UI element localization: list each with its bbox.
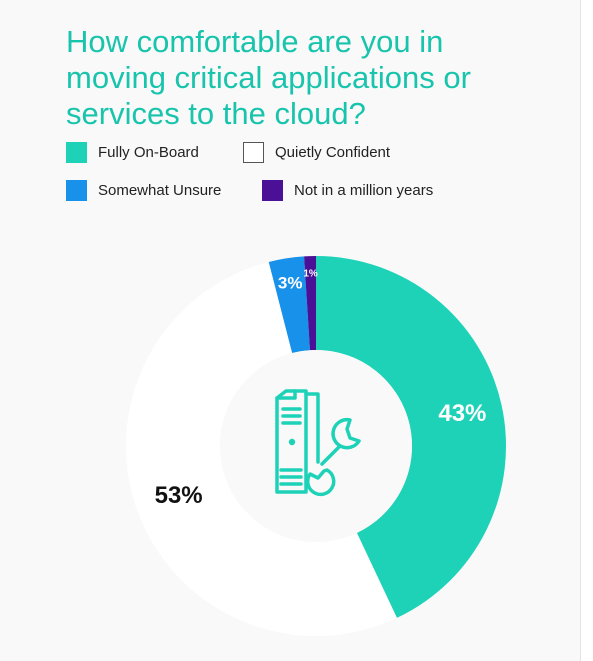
slice-label-fully-on-board: 43% xyxy=(438,400,486,427)
legend-swatch-not-in-a-million-years xyxy=(262,180,283,201)
legend-swatch-quietly-confident xyxy=(243,142,264,163)
chart-labels: 43% 53% 3% 1% xyxy=(155,269,487,509)
legend-label-somewhat-unsure: Somewhat Unsure xyxy=(98,182,222,199)
legend-swatch-somewhat-unsure xyxy=(66,180,87,201)
legend-label-quietly-confident: Quietly Confident xyxy=(275,144,391,161)
legend-item-somewhat-unsure: Somewhat Unsure xyxy=(66,180,221,201)
slice-not-in-a-million-years xyxy=(304,256,316,351)
legend-item-fully-on-board: Fully On-Board xyxy=(66,142,199,163)
slice-somewhat-unsure xyxy=(268,256,310,354)
legend-item-not-in-a-million-years: Not in a million years xyxy=(262,180,433,201)
slice-label-not-in-a-million-years: 1% xyxy=(303,269,318,280)
slice-label-somewhat-unsure: 3% xyxy=(278,274,303,293)
donut-hole xyxy=(220,350,412,542)
legend-swatch-fully-on-board xyxy=(66,142,87,163)
slice-label-quietly-confident: 53% xyxy=(155,482,203,509)
legend-label-not-in-a-million-years: Not in a million years xyxy=(294,182,434,199)
chart-title: How comfortable are you in moving critic… xyxy=(66,24,471,131)
chart-slices xyxy=(126,256,507,636)
slice-fully-on-board xyxy=(316,256,507,618)
legend-label-fully-on-board: Fully On-Board xyxy=(98,144,199,161)
server-wrench-icon xyxy=(275,389,361,497)
slice-quietly-confident xyxy=(126,261,397,636)
legend-item-quietly-confident: Quietly Confident xyxy=(243,142,390,163)
